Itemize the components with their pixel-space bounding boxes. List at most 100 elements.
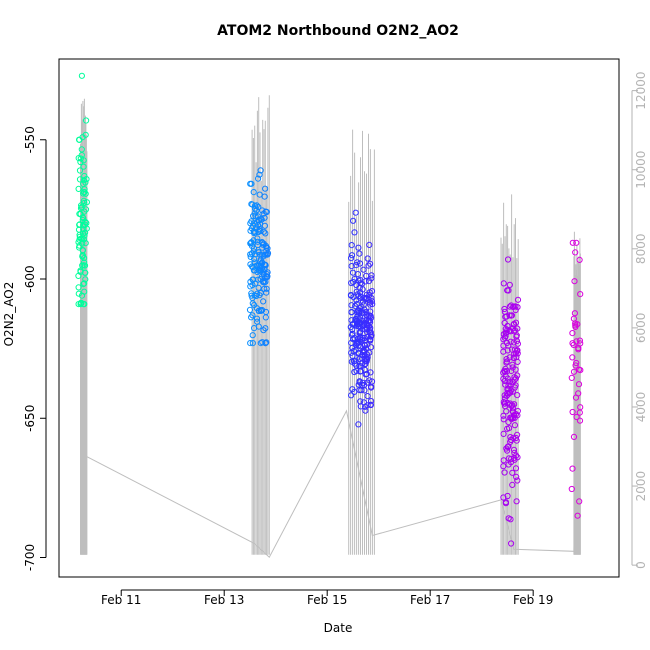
data-point: [259, 259, 266, 266]
data-point: [570, 341, 577, 348]
data-point: [572, 394, 580, 401]
data-point: [351, 334, 358, 342]
data-point: [508, 346, 516, 353]
data-point: [256, 191, 263, 198]
data-point: [367, 319, 374, 326]
y-tick-label: -650: [23, 405, 37, 432]
data-point: [500, 280, 507, 287]
data-point: [251, 302, 258, 309]
data-point: [80, 215, 87, 222]
data-point: [513, 498, 520, 505]
data-point: [572, 323, 579, 330]
data-point: [363, 358, 370, 365]
data-point: [512, 375, 520, 382]
data-point: [77, 158, 84, 166]
data-point: [262, 340, 269, 347]
y-axis-label: O2N2_AO2: [2, 282, 16, 347]
data-point: [250, 189, 257, 196]
data-point: [260, 327, 267, 334]
data-point: [576, 417, 584, 424]
data-point: [351, 276, 358, 283]
data-point: [507, 434, 514, 441]
data-point: [78, 146, 85, 153]
data-point: [256, 171, 263, 178]
data-point: [253, 315, 261, 322]
data-point: [504, 447, 511, 454]
data-point: [357, 289, 364, 296]
data-point: [365, 296, 372, 303]
y-tick-label: -600: [23, 265, 37, 292]
data-point: [364, 255, 371, 262]
data-point: [356, 379, 363, 386]
data-point: [81, 262, 89, 269]
data-point: [81, 172, 88, 180]
data-point: [508, 367, 515, 374]
data-point: [365, 262, 372, 269]
data-point: [577, 404, 584, 411]
data-point: [504, 443, 511, 450]
data-point: [250, 248, 257, 255]
data-point: [354, 259, 361, 266]
data-point: [348, 339, 355, 346]
data-point: [83, 225, 90, 232]
data-point: [354, 300, 361, 308]
data-point: [500, 412, 507, 419]
data-point: [81, 259, 88, 266]
data-point: [504, 399, 511, 407]
data-point: [255, 175, 262, 182]
x-tick-label: Feb 19: [513, 593, 553, 607]
x-tick-label: Feb 17: [410, 593, 450, 607]
data-point: [569, 330, 576, 337]
data-point: [573, 359, 580, 367]
data-point: [368, 288, 376, 295]
data-point: [508, 414, 515, 421]
x-tick-label: Feb 11: [101, 593, 141, 607]
data-point: [514, 392, 521, 399]
data-point: [350, 217, 357, 224]
data-point: [501, 319, 508, 327]
data-point: [573, 239, 580, 246]
data-point: [508, 455, 515, 462]
data-point: [251, 292, 258, 299]
data-point: [81, 186, 88, 193]
data-point: [364, 313, 371, 320]
data-point: [76, 221, 83, 228]
data-point: [569, 354, 576, 361]
data-point: [368, 398, 375, 405]
data-point: [501, 392, 508, 399]
points-series: [75, 72, 584, 547]
data-point: [367, 329, 374, 336]
data-point: [501, 367, 508, 374]
data-point: [366, 299, 373, 306]
data-point: [511, 376, 518, 383]
data-point: [260, 298, 267, 305]
data-point: [573, 413, 580, 421]
data-point: [77, 301, 84, 308]
data-point: [77, 210, 84, 218]
data-point: [501, 377, 508, 385]
data-point: [358, 280, 365, 287]
data-point: [500, 463, 507, 470]
data-point: [250, 220, 257, 227]
data-point: [263, 208, 270, 216]
data-point: [577, 291, 584, 298]
plot-frame: [58, 58, 620, 578]
data-point: [349, 269, 357, 276]
data-point: [576, 366, 583, 373]
x-tick-label: Feb 13: [204, 593, 244, 607]
data-point: [75, 185, 82, 192]
data-point: [254, 213, 261, 220]
data-point: [348, 252, 356, 259]
data-point: [348, 317, 355, 324]
data-point: [364, 379, 371, 386]
data-point: [353, 362, 360, 369]
data-point: [83, 117, 90, 124]
data-point: [508, 302, 515, 309]
data-point: [80, 197, 88, 204]
data-point: [576, 256, 583, 263]
data-point: [264, 250, 272, 257]
data-point: [80, 222, 87, 229]
data-point: [249, 312, 256, 319]
data-point: [356, 250, 363, 257]
data-point: [509, 469, 516, 476]
